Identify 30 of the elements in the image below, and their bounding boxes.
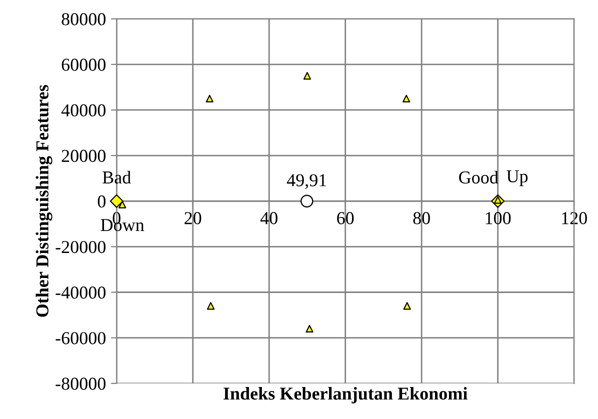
annotation: Up <box>506 170 528 186</box>
y-tick-label: 0 <box>98 195 106 208</box>
point <box>206 94 214 102</box>
x-tick-label: 100 <box>486 212 511 224</box>
point <box>306 324 314 333</box>
point <box>110 194 124 208</box>
x-tick-label: 60 <box>337 212 354 224</box>
point <box>303 72 312 80</box>
x-tick-label: 20 <box>184 212 202 224</box>
point <box>300 194 314 208</box>
y-tick-label: 20000 <box>62 150 106 162</box>
y-tick-label: 60000 <box>62 58 106 71</box>
x-tick-label: 80 <box>413 212 430 224</box>
y-axis-title: Other Distinguishing Features <box>36 85 52 317</box>
annotation: Good <box>459 170 498 184</box>
y-tick-label: 40000 <box>61 104 106 116</box>
y-tick-label: -20000 <box>56 240 106 254</box>
x-tick-label: 40 <box>260 212 278 224</box>
annotation: 49,91 <box>286 174 326 189</box>
annotation: Bad <box>102 170 131 184</box>
point <box>206 302 215 310</box>
point <box>403 302 411 310</box>
point <box>118 200 126 208</box>
y-tick-label: -60000 <box>56 332 106 344</box>
x-tick-label: 120 <box>562 212 587 224</box>
y-tick-label: -40000 <box>56 286 106 299</box>
point <box>402 94 410 102</box>
y-tick-label: 80000 <box>62 13 106 26</box>
y-tick-label: -80000 <box>56 378 106 390</box>
x-axis-title: Indeks Keberlanjutan Ekonomi <box>224 387 468 404</box>
